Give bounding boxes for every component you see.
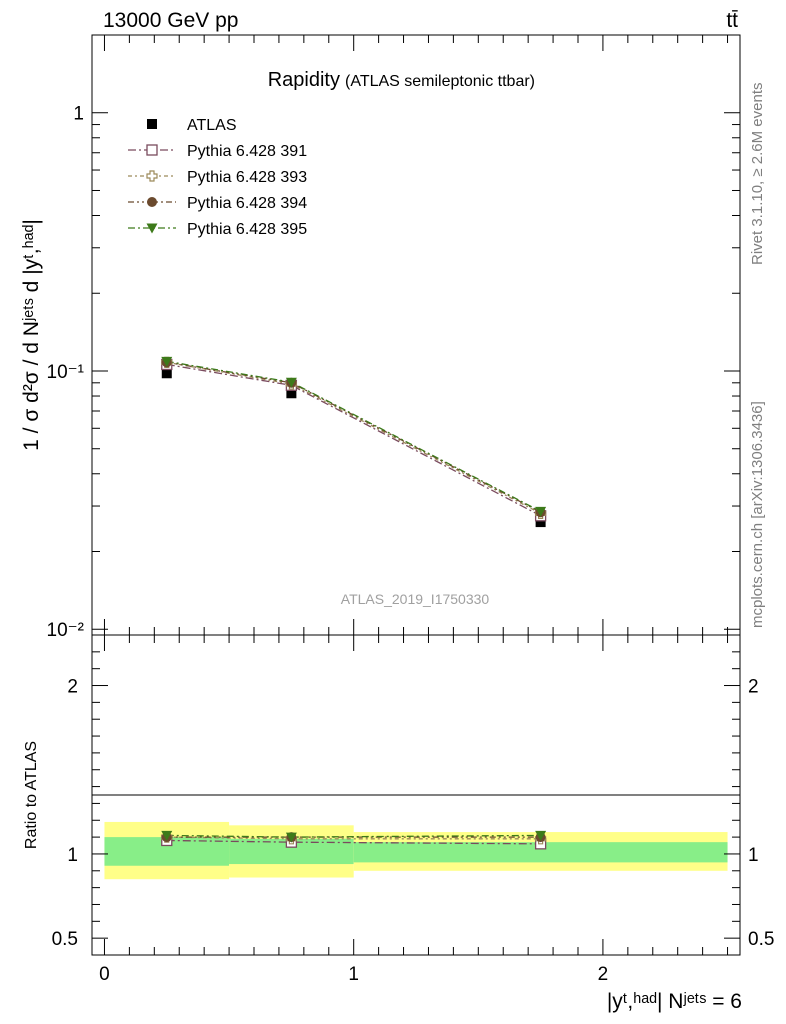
xtick-label-1: 1 <box>348 964 359 985</box>
xtick-label-2: 2 <box>598 964 609 985</box>
main-ytick-label-0: 1 <box>73 104 84 125</box>
main-line-1 <box>166 363 541 517</box>
main-panel: Rapidity (ATLAS semileptonic ttbar) ATLA… <box>20 34 741 641</box>
rivet-label: Rivet 3.1.10, ≥ 2.6M events <box>749 83 766 266</box>
main-point-0-1 <box>286 388 297 399</box>
legend-marker-4 <box>146 223 158 234</box>
mcplots-label: mcplots.cern.ch [arXiv:1306.3436] <box>749 401 766 628</box>
main-y-ticks: 1 10⁻¹ 10⁻² <box>47 34 740 641</box>
main-point-4-0 <box>161 356 173 367</box>
ratio-ytick-label-right-2: 0.5 <box>748 929 774 950</box>
ratio-y-label: Ratio to ATLAS <box>23 741 40 849</box>
legend-label-0: ATLAS <box>187 117 237 134</box>
main-ytick-label-2: 10⁻² <box>47 620 85 641</box>
ratio-line-1 <box>166 836 541 840</box>
ratio-point-3-1 <box>285 832 297 843</box>
ratio-band-green-2 <box>353 842 728 863</box>
ratio-frame <box>91 634 741 956</box>
ratio-y-ticks: 2 2 1 1 0.5 0.5 <box>52 651 774 950</box>
energy-label: 13000 GeV pp <box>103 9 238 32</box>
ratio-ytick-label-right-1: 1 <box>748 845 759 866</box>
ratio-markers <box>161 830 547 850</box>
ratio-ytick-label-right-0: 2 <box>748 677 759 698</box>
process-label: tt̄ <box>726 9 738 32</box>
legend-label-3: Pythia 6.428 394 <box>187 195 307 212</box>
main-line-2 <box>166 361 541 514</box>
main-point-0-2 <box>535 517 546 528</box>
main-series-lines <box>166 360 541 517</box>
ratio-bands <box>104 821 728 880</box>
ratio-ytick-label-left-2: 0.5 <box>52 929 78 950</box>
main-point-0-0 <box>161 368 172 379</box>
x-axis-label: |yᵗ,ʰᵃᵈ| Nʲᵉᵗˢ = 6 <box>607 990 742 1013</box>
legend-marker-3 <box>147 197 157 207</box>
xtick-label-0: 0 <box>99 964 110 985</box>
legend-marker-2 <box>146 170 158 182</box>
watermark: ATLAS_2019_I1750330 <box>341 591 490 607</box>
main-line-4 <box>166 360 541 512</box>
main-subtitle: (ATLAS semileptonic ttbar) <box>345 73 535 90</box>
main-title: Rapidity <box>268 69 340 91</box>
main-ytick-label-1: 10⁻¹ <box>47 362 85 383</box>
legend-marker-1 <box>146 144 158 156</box>
legend-label-2: Pythia 6.428 393 <box>187 169 307 186</box>
main-markers <box>161 356 547 528</box>
ratio-point-3-0 <box>161 830 173 841</box>
main-point-4-2 <box>535 506 547 517</box>
ratio-ytick-label-left-0: 2 <box>67 677 78 698</box>
legend-label-4: Pythia 6.428 395 <box>187 221 307 238</box>
legend-marker-0 <box>147 119 157 129</box>
ratio-panel: 2 2 1 1 0.5 0.5 0 1 2 Ratio to ATLAS |yᵗ,ʰᵃᵈ| N… <box>23 35 774 1013</box>
legend-label-1: Pythia 6.428 391 <box>187 143 307 160</box>
x-ticks: 0 1 2 <box>99 35 729 985</box>
main-line-3 <box>166 361 541 513</box>
ratio-ytick-label-left-1: 1 <box>67 845 78 866</box>
legend: ATLAS Pythia 6.428 391 Pythia 6.428 393 Pyt… <box>128 117 307 238</box>
ratio-point-3-2 <box>535 830 547 841</box>
main-y-label: 1 / σ d²σ / d Nʲᵉᵗˢ d |yᵗ,ʰᵃᵈ| <box>20 219 43 451</box>
main-point-4-1 <box>285 377 297 388</box>
